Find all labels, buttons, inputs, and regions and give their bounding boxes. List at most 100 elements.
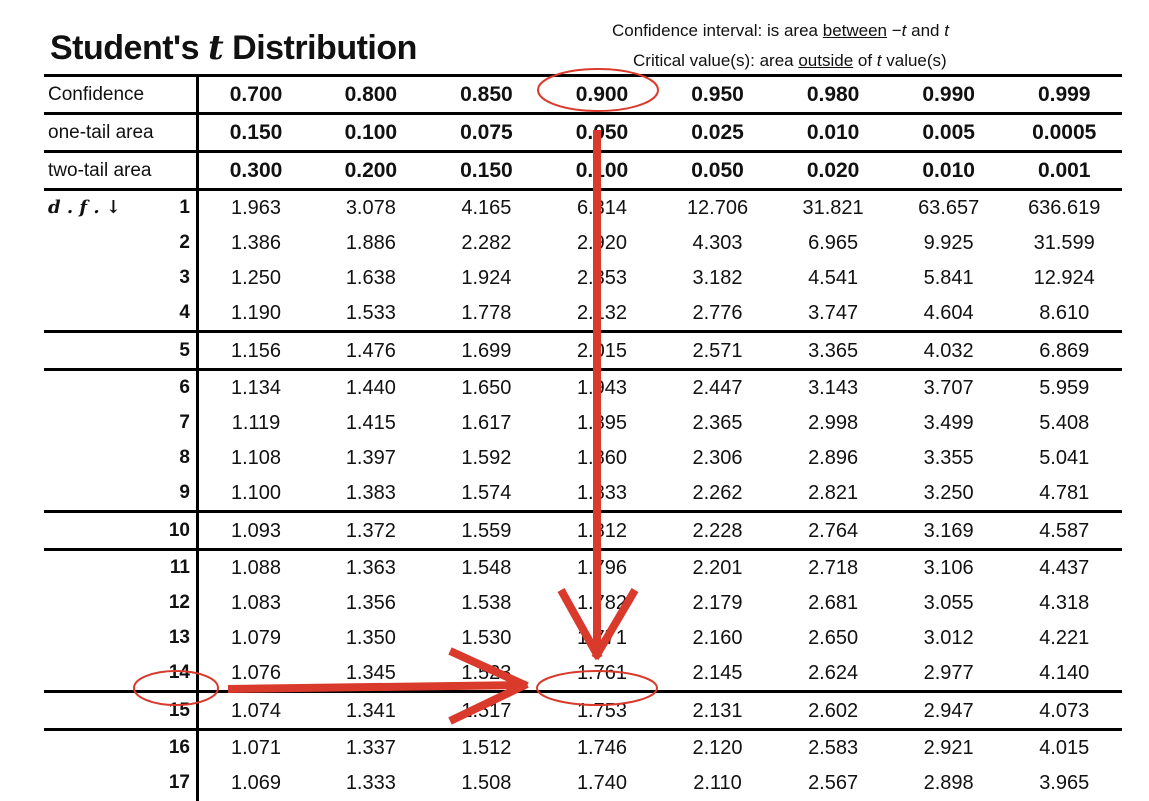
df-cell: 4 — [44, 295, 199, 332]
critical-value: 2.920 — [576, 232, 627, 255]
table-row: 8 1.108 1.397 1.592 1.860 2.306 2.896 3.355 5.04… — [44, 440, 1122, 476]
header-value: 0.700 — [197, 74, 314, 114]
critical-value: 2.764 — [775, 510, 891, 550]
critical-value: 2.145 — [692, 661, 743, 684]
critical-value: 1.517 — [428, 690, 545, 730]
header-value: 0.999 — [1006, 74, 1122, 114]
critical-value: 1.397 — [345, 446, 396, 469]
critical-value: 2.132 — [576, 301, 627, 324]
critical-value: 2.447 — [659, 367, 776, 406]
critical-value: 1.533 — [345, 301, 396, 324]
df-cell: 14 — [44, 655, 199, 692]
df-value: 7 — [179, 412, 190, 434]
critical-value: 1.363 — [313, 547, 429, 586]
critical-value: 8.610 — [1039, 301, 1090, 324]
critical-value: 2.160 — [692, 626, 743, 649]
critical-value: 3.169 — [890, 510, 1007, 550]
df-value: 12 — [168, 592, 190, 614]
critical-value: 3.143 — [775, 367, 891, 406]
header-value: 0.850 — [428, 74, 545, 114]
df-cell: 11 — [44, 547, 199, 586]
critical-value: 2.110 — [693, 772, 742, 795]
critical-value: 4.073 — [1006, 690, 1122, 730]
header-value: 0.990 — [890, 74, 1007, 114]
df-label: d . f . ↓ — [48, 197, 122, 219]
table-row: 5 1.156 1.476 1.699 2.015 2.571 3.365 4.032 6.86… — [44, 330, 1122, 370]
critical-value: 6.965 — [808, 232, 859, 255]
critical-value: 1.250 — [231, 266, 282, 289]
critical-value: 1.538 — [461, 592, 512, 615]
table-row: 9 1.100 1.383 1.574 1.833 2.262 2.821 3.250 4.78… — [44, 475, 1122, 512]
critical-value: 1.778 — [461, 301, 512, 324]
header-value: 0.900 — [544, 74, 660, 114]
table-row: 13 1.079 1.350 1.530 1.771 2.160 2.650 3.012 4.2… — [44, 620, 1122, 656]
critical-value: 2.353 — [576, 266, 627, 289]
critical-value: 1.753 — [544, 690, 660, 730]
critical-value: 1.079 — [231, 626, 282, 649]
critical-value: 1.190 — [231, 301, 282, 324]
header-value: 0.980 — [775, 74, 891, 114]
header-value: 0.010 — [890, 150, 1007, 190]
header-value: 0.020 — [775, 150, 891, 190]
critical-value: 1.356 — [345, 592, 396, 615]
critical-value: 2.896 — [808, 446, 859, 469]
table-row: 15 1.074 1.341 1.517 1.753 2.131 2.602 2.947 4.0… — [44, 690, 1122, 730]
header-value: 0.010 — [775, 112, 891, 152]
critical-value: 5.041 — [1039, 446, 1090, 469]
critical-value: 2.898 — [923, 772, 974, 795]
critical-value: 1.812 — [544, 510, 660, 550]
critical-value: 5.408 — [1039, 412, 1090, 435]
critical-value: 2.602 — [775, 690, 891, 730]
critical-value: 1.383 — [345, 481, 396, 504]
page-title: Student's t Distribution — [50, 28, 417, 68]
critical-value: 1.345 — [345, 661, 396, 684]
header-value: 0.800 — [313, 74, 429, 114]
critical-value: 1.638 — [345, 266, 396, 289]
critical-value: 4.541 — [808, 266, 859, 289]
critical-value: 3.106 — [890, 547, 1007, 586]
critical-value: 1.476 — [313, 330, 429, 370]
critical-value: 31.821 — [775, 187, 891, 226]
critical-value: 1.108 — [231, 446, 282, 469]
critical-value: 6.869 — [1006, 330, 1122, 370]
critical-value: 31.599 — [1033, 232, 1095, 255]
critical-value: 9.925 — [923, 232, 974, 255]
critical-value: 2.977 — [923, 661, 974, 684]
critical-value: 5.841 — [923, 266, 974, 289]
critical-value: 1.088 — [197, 547, 314, 586]
header-value: 0.150 — [197, 112, 314, 152]
critical-value: 1.069 — [231, 772, 282, 795]
critical-value: 1.548 — [428, 547, 545, 586]
df-cell: 2 — [44, 225, 199, 261]
df-cell: 3 — [44, 260, 199, 296]
critical-value: 1.746 — [544, 727, 660, 766]
critical-value: 1.119 — [231, 412, 281, 435]
critical-value: 2.179 — [692, 592, 743, 615]
critical-value: 2.131 — [659, 690, 776, 730]
df-value: 14 — [168, 661, 190, 683]
header-row: Confidence 0.700 0.800 0.850 0.900 0.950 0.980… — [44, 74, 1122, 114]
df-cell: 16 — [44, 727, 199, 766]
df-cell: 9 — [44, 475, 199, 512]
header-value: 0.300 — [197, 150, 314, 190]
table-row: 6 1.134 1.440 1.650 1.943 2.447 3.143 3.707 5.95… — [44, 367, 1122, 406]
critical-value: 1.924 — [461, 266, 512, 289]
header-label: Confidence — [44, 74, 199, 114]
df-cell: 5 — [44, 330, 199, 370]
df-value: 1 — [179, 197, 190, 219]
header-value: 0.075 — [428, 112, 545, 152]
critical-value: 1.134 — [197, 367, 314, 406]
critical-value: 1.071 — [197, 727, 314, 766]
critical-value: 4.221 — [1039, 626, 1090, 649]
critical-value: 2.120 — [659, 727, 776, 766]
header-value: 0.050 — [659, 150, 776, 190]
critical-value: 1.650 — [428, 367, 545, 406]
header-value: 0.950 — [659, 74, 776, 114]
critical-value: 3.078 — [313, 187, 429, 226]
critical-value: 4.303 — [692, 232, 743, 255]
confidence-interval-note: Confidence interval: is area between −t … — [612, 21, 949, 40]
table-row: 3 1.250 1.638 1.924 2.353 3.182 4.541 5.841 12.9… — [44, 260, 1122, 296]
table-row: 17 1.069 1.333 1.508 1.740 2.110 2.567 2.898 3.9… — [44, 765, 1122, 801]
critical-value: 2.228 — [659, 510, 776, 550]
df-value: 16 — [168, 737, 190, 759]
